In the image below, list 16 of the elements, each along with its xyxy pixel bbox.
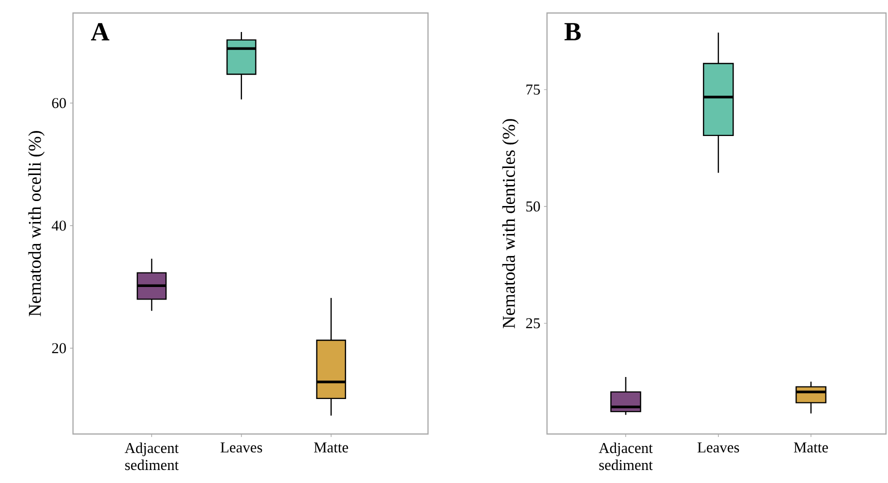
chart-title: A [90,23,110,40]
y-tick-label: 50 [526,201,540,212]
y-tick-label: 75 [526,84,540,95]
y-axis-title: Nematoda with denticles (%) [502,119,519,328]
y-tick-label: 20 [52,343,66,354]
y-tick-label: 25 [526,318,540,328]
x-tick-label: Leaves [220,442,262,452]
x-tick-label: Adjacent sediment [598,442,653,470]
chart-title: B [564,23,581,40]
x-tick-label: Matte [794,442,828,452]
x-tick-label: Matte [314,442,348,452]
x-tick-label: Leaves [698,442,740,452]
y-tick-label: 40 [52,220,66,231]
x-tick-label: Adjacent sediment [124,442,179,470]
y-axis-title: Nematoda with ocelli (%) [28,131,45,316]
y-tick-label: 60 [52,98,66,108]
